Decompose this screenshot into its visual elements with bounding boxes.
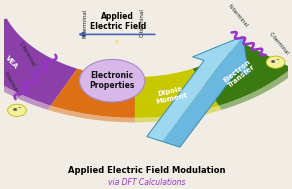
Polygon shape <box>48 106 135 122</box>
Polygon shape <box>219 68 292 110</box>
Text: N-terminal: N-terminal <box>83 9 88 38</box>
Text: C-terminal: C-terminal <box>267 31 289 56</box>
Circle shape <box>79 59 145 102</box>
Polygon shape <box>147 36 243 141</box>
Polygon shape <box>51 69 135 118</box>
Circle shape <box>8 104 26 116</box>
Text: N-terminal: N-terminal <box>226 3 248 28</box>
Text: e$^-$: e$^-$ <box>270 58 281 66</box>
Text: via DFT Calculations: via DFT Calculations <box>107 178 185 187</box>
Text: C-terminal: C-terminal <box>18 41 36 68</box>
Polygon shape <box>0 19 77 106</box>
Text: Applied Electric Field Modulation: Applied Electric Field Modulation <box>67 166 225 175</box>
Text: VEA: VEA <box>4 54 19 70</box>
Polygon shape <box>192 43 292 106</box>
Polygon shape <box>135 106 222 122</box>
Text: e$^-$: e$^-$ <box>12 106 22 114</box>
Polygon shape <box>162 36 249 147</box>
Text: Dipole
Moment: Dipole Moment <box>154 85 188 105</box>
Text: FMO: FMO <box>89 90 108 100</box>
Polygon shape <box>135 69 219 118</box>
Text: Applied
Electric Field: Applied Electric Field <box>90 12 146 31</box>
Text: Electronic
Properties: Electronic Properties <box>90 71 135 90</box>
Circle shape <box>266 56 285 68</box>
Polygon shape <box>0 33 51 110</box>
Text: N-terminal: N-terminal <box>2 71 20 98</box>
Text: C-terminal: C-terminal <box>140 9 145 37</box>
Text: Electron
Transfer: Electron Transfer <box>222 58 256 89</box>
Text: ⚡: ⚡ <box>114 37 119 46</box>
